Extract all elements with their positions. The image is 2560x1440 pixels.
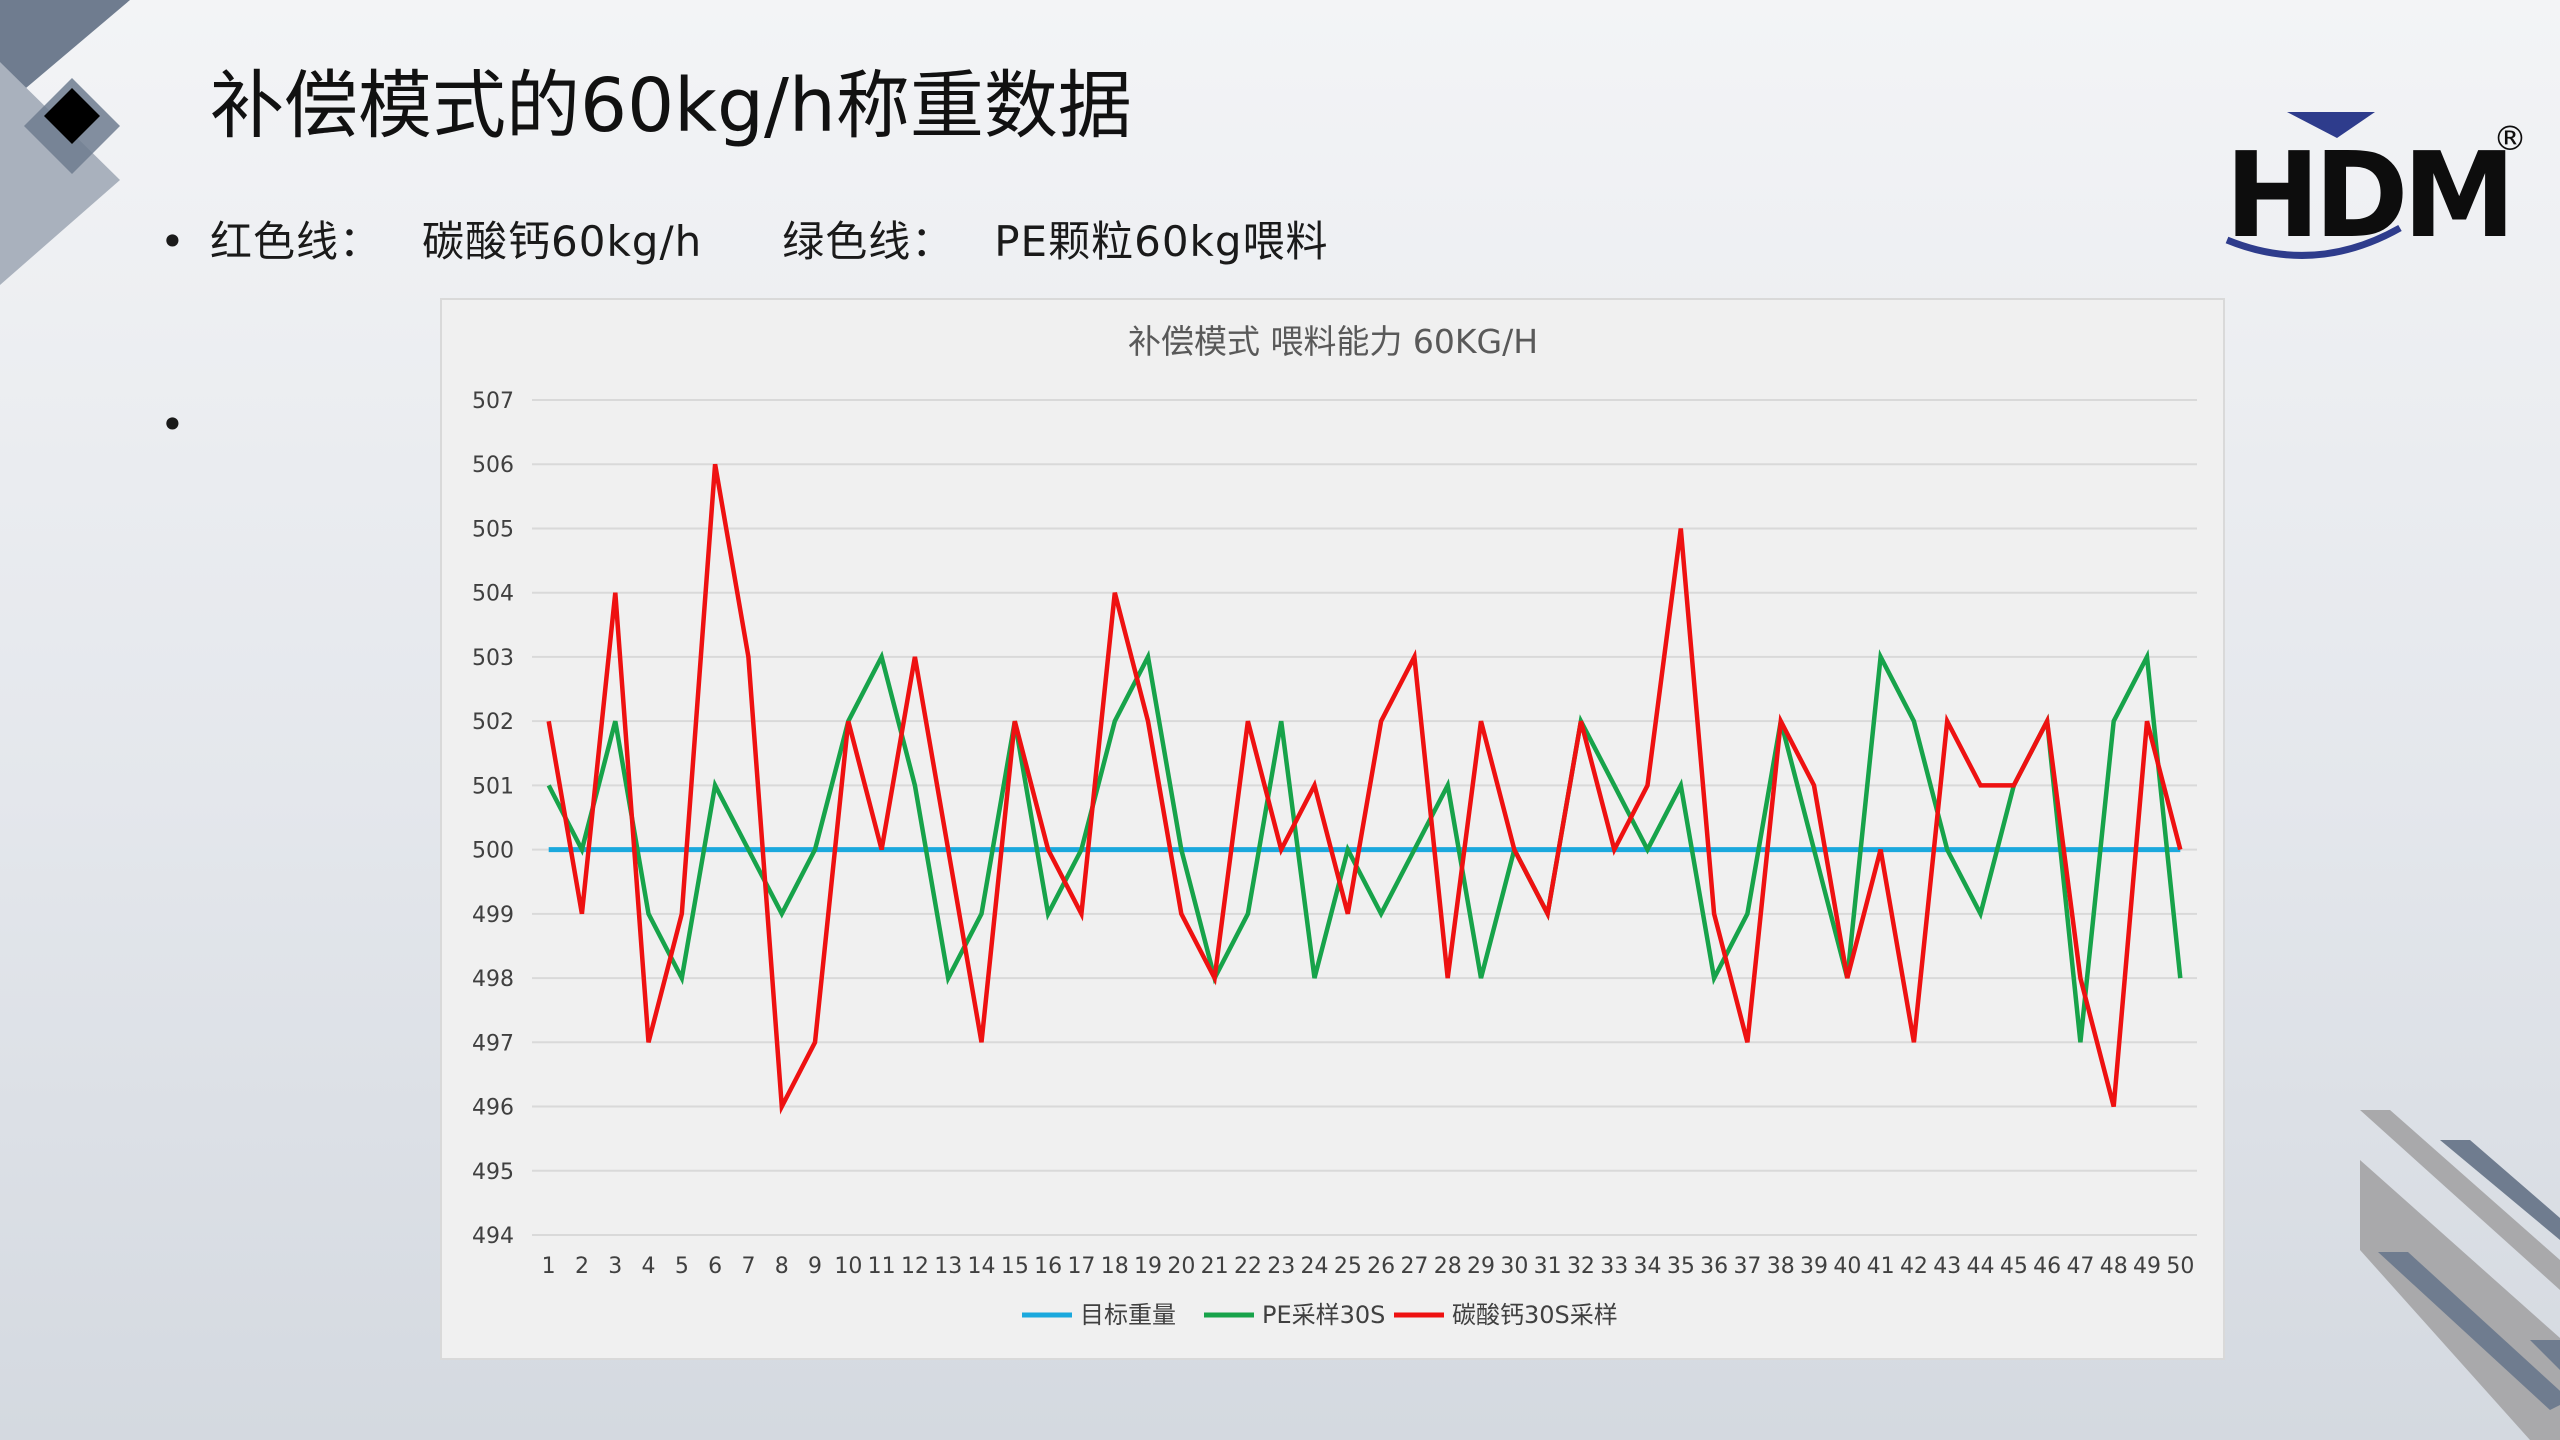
x-axis-ticks: 1 2 3 4 5 6 7 8 9 10 11 12 13 14 15 16 17 18 19 20 21 22 23 24 2… — [542, 1254, 2195, 1279]
series-line-2 — [546, 649, 2183, 1043]
x-tick-label: 10 — [834, 1254, 862, 1279]
x-tick-label: 38 — [1767, 1254, 1795, 1279]
legend-description-bullet: • 红色线： 碳酸钙60kg/h 绿色线： PE颗粒60kg喂料 — [160, 208, 1329, 269]
x-tick-label: 31 — [1534, 1254, 1562, 1279]
chart-panel: 补偿模式 喂料能力 60KG/H 494 495 496 497 498 499 500 50… — [440, 298, 2225, 1360]
x-tick-label: 32 — [1567, 1254, 1595, 1279]
x-tick-label: 26 — [1367, 1254, 1395, 1279]
x-tick-label: 35 — [1667, 1254, 1695, 1279]
x-tick-label: 42 — [1900, 1254, 1928, 1279]
x-tick-label: 23 — [1267, 1254, 1295, 1279]
y-tick-label: 507 — [472, 389, 514, 414]
x-tick-label: 1 — [542, 1254, 556, 1279]
x-tick-label: 47 — [2066, 1254, 2094, 1279]
x-tick-label: 33 — [1600, 1254, 1628, 1279]
line-chart: 补偿模式 喂料能力 60KG/H 49449549649749849950050… — [472, 322, 2197, 1329]
y-tick-label: 504 — [472, 582, 514, 607]
logo-swoosh-icon — [2287, 112, 2375, 138]
x-tick-label: 13 — [934, 1254, 962, 1279]
legend-label: PE采样30S — [1262, 1301, 1385, 1329]
x-tick-label: 36 — [1700, 1254, 1728, 1279]
y-tick-label: 498 — [472, 967, 514, 992]
bullet-marker: • — [160, 400, 186, 449]
x-tick-label: 24 — [1301, 1254, 1329, 1279]
green-line-description: PE颗粒60kg喂料 — [994, 217, 1329, 266]
red-line-description: 碳酸钙60kg/h — [422, 217, 703, 266]
y-tick-label: 506 — [472, 453, 514, 478]
y-tick-label: 501 — [472, 774, 514, 799]
x-tick-label: 44 — [1967, 1254, 1995, 1279]
x-tick-label: 34 — [1634, 1254, 1662, 1279]
corner-decoration-right — [2360, 1110, 2560, 1440]
x-tick-label: 40 — [1833, 1254, 1861, 1279]
x-tick-label: 9 — [808, 1254, 822, 1279]
y-tick-label: 497 — [472, 1031, 514, 1056]
title-diamond-icon — [44, 88, 100, 144]
x-tick-label: 41 — [1867, 1254, 1895, 1279]
legend: 目标重量 PE采样30S 碳酸钙30S采样 — [1022, 1301, 1618, 1329]
green-line-label: 绿色线： — [782, 217, 955, 266]
series-lines — [546, 463, 2183, 1115]
x-tick-label: 48 — [2100, 1254, 2128, 1279]
x-tick-label: 39 — [1800, 1254, 1828, 1279]
x-tick-label: 8 — [775, 1254, 789, 1279]
x-tick-label: 5 — [675, 1254, 689, 1279]
hdm-logo: HDM ® — [2225, 112, 2525, 264]
x-tick-label: 50 — [2166, 1254, 2194, 1279]
red-line-label: 红色线： — [210, 217, 383, 266]
x-tick-label: 46 — [2033, 1254, 2061, 1279]
series-line-3 — [546, 463, 2183, 1115]
y-axis-ticks: 494 495 496 497 498 499 500 501 502 503 504 505 506 5… — [472, 389, 514, 1249]
x-tick-label: 43 — [1933, 1254, 1961, 1279]
y-tick-label: 495 — [472, 1160, 514, 1185]
x-tick-label: 18 — [1101, 1254, 1129, 1279]
x-tick-label: 11 — [868, 1254, 896, 1279]
x-tick-label: 29 — [1467, 1254, 1495, 1279]
y-tick-label: 505 — [472, 517, 514, 542]
x-tick-label: 7 — [741, 1254, 755, 1279]
x-tick-label: 20 — [1167, 1254, 1195, 1279]
y-tick-label: 502 — [472, 710, 514, 735]
x-tick-label: 25 — [1334, 1254, 1362, 1279]
x-tick-label: 14 — [968, 1254, 996, 1279]
x-tick-label: 6 — [708, 1254, 722, 1279]
x-tick-label: 21 — [1201, 1254, 1229, 1279]
x-tick-label: 37 — [1733, 1254, 1761, 1279]
x-tick-label: 3 — [608, 1254, 622, 1279]
x-tick-label: 17 — [1067, 1254, 1095, 1279]
x-tick-label: 30 — [1500, 1254, 1528, 1279]
empty-bullet: • — [160, 400, 210, 449]
bullet-marker: • — [160, 217, 186, 266]
y-tick-label: 500 — [472, 839, 514, 864]
logo-registered-mark: ® — [2493, 119, 2525, 159]
x-tick-label: 4 — [642, 1254, 656, 1279]
x-tick-label: 16 — [1034, 1254, 1062, 1279]
x-tick-label: 15 — [1001, 1254, 1029, 1279]
x-tick-label: 12 — [901, 1254, 929, 1279]
x-tick-label: 22 — [1234, 1254, 1262, 1279]
x-tick-label: 2 — [575, 1254, 589, 1279]
x-tick-label: 28 — [1434, 1254, 1462, 1279]
chart-title: 补偿模式 喂料能力 60KG/H — [1128, 322, 1538, 361]
x-tick-label: 45 — [2000, 1254, 2028, 1279]
y-tick-label: 499 — [472, 903, 514, 928]
x-tick-label: 19 — [1134, 1254, 1162, 1279]
legend-label: 碳酸钙30S采样 — [1452, 1301, 1618, 1329]
x-tick-label: 49 — [2133, 1254, 2161, 1279]
y-tick-label: 494 — [472, 1224, 514, 1249]
slide-title: 补偿模式的60kg/h称重数据 — [210, 63, 1132, 149]
y-tick-label: 496 — [472, 1096, 514, 1121]
y-tick-label: 503 — [472, 646, 514, 671]
legend-label: 目标重量 — [1080, 1301, 1176, 1329]
x-tick-label: 27 — [1400, 1254, 1428, 1279]
